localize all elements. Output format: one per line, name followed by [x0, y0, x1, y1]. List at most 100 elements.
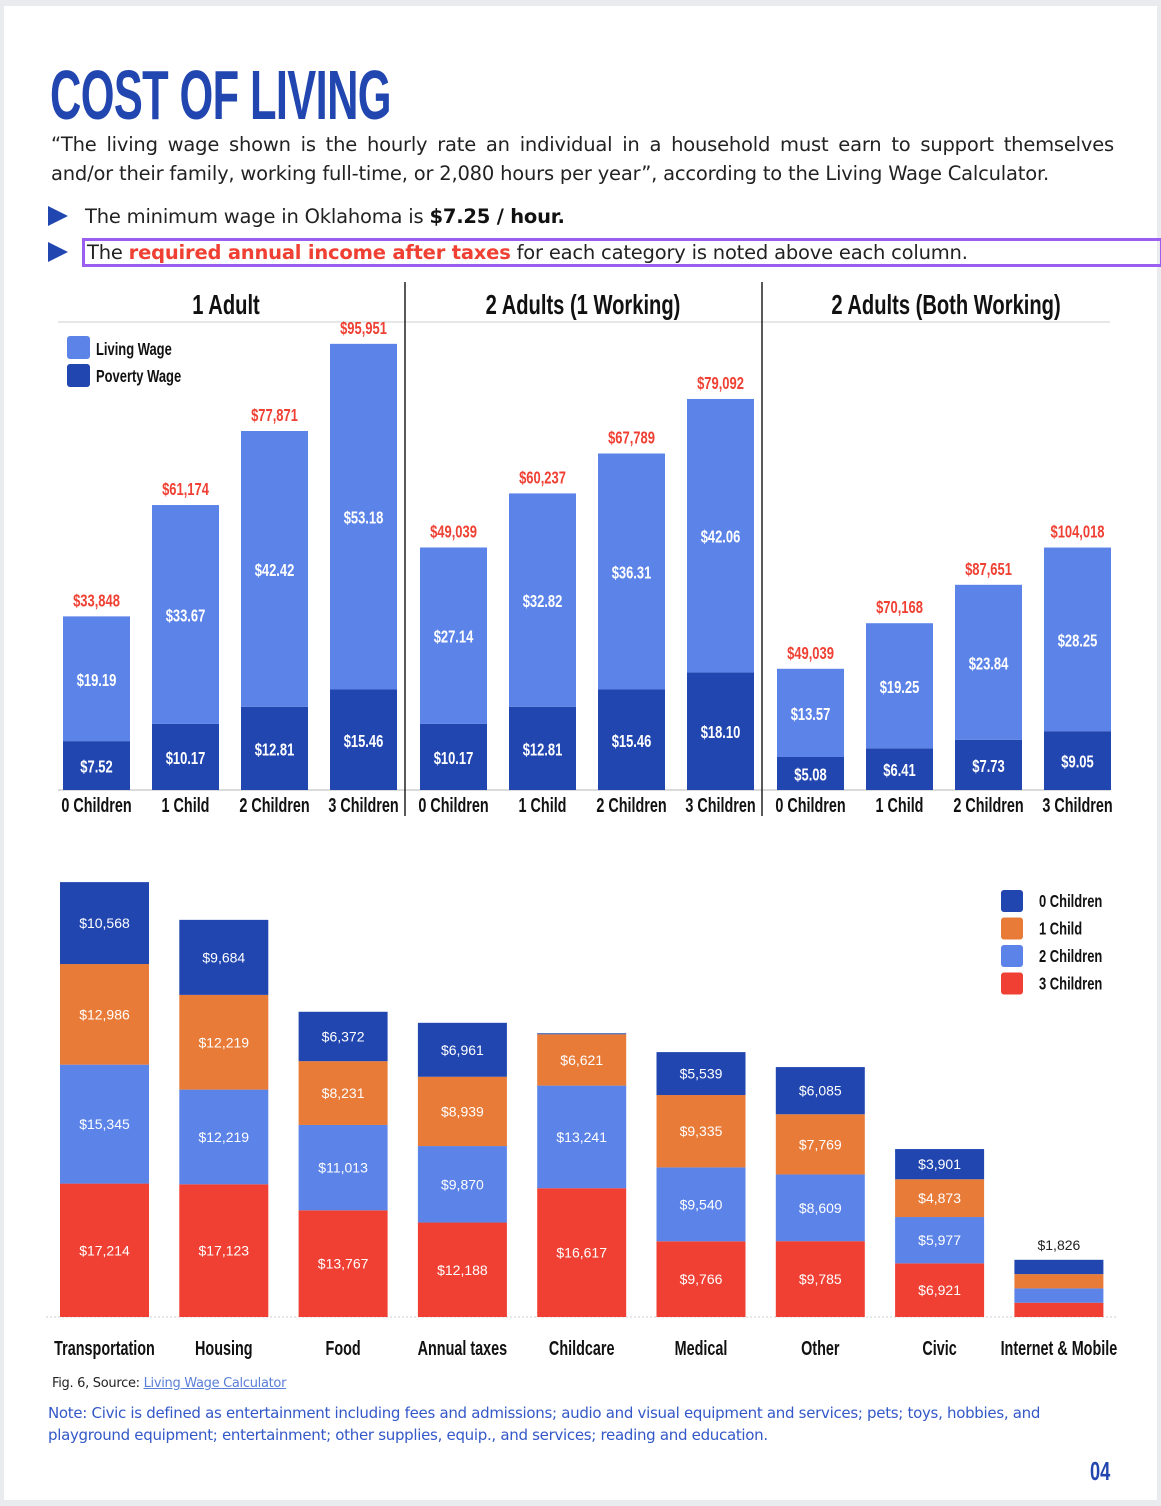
expense-value-label: $9,684 — [202, 949, 245, 965]
expense-bar-segment — [656, 1241, 746, 1317]
expense-value-label: $12,219 — [198, 1129, 249, 1145]
poverty-wage-label: $7.52 — [80, 758, 113, 778]
expense-value-label: $9,766 — [680, 1271, 723, 1287]
poverty-wage-label: $10.17 — [434, 749, 474, 769]
living-wage-label: $36.31 — [612, 564, 652, 584]
living-wage-bar — [152, 505, 219, 724]
expense-bar-segment — [417, 1146, 507, 1223]
x-tick-label: Food — [326, 1337, 361, 1360]
expense-value-label: $9,870 — [441, 1176, 484, 1192]
annual-income-label: $49,039 — [430, 523, 477, 543]
intro-paragraph: “The living wage shown is the hourly rat… — [51, 133, 1114, 185]
expense-bar-segment — [775, 1174, 865, 1242]
expense-value-label: $5,539 — [680, 1066, 723, 1082]
expense-value-label: $6,085 — [799, 1083, 842, 1099]
expense-bar-segment — [417, 1022, 507, 1077]
living-wage-label: $28.25 — [1058, 631, 1098, 651]
expense-value-label: $12,986 — [79, 1006, 130, 1022]
x-tick-label: Annual taxes — [418, 1337, 508, 1360]
x-tick-label: 3 Children — [685, 794, 755, 817]
poverty-wage-bar — [420, 723, 487, 790]
expense-bar-segment — [895, 1179, 985, 1218]
poverty-wage-bar — [687, 672, 754, 790]
poverty-wage-label: $12.81 — [523, 740, 563, 760]
source-label: Fig. 6, Source: — [52, 1376, 144, 1391]
expense-bar-segment — [1014, 1302, 1104, 1317]
expense-value-label: $9,540 — [680, 1196, 723, 1212]
x-tick-label: 1 Child — [519, 794, 567, 817]
poverty-wage-bar — [866, 748, 933, 790]
legend-swatch — [1001, 945, 1023, 967]
expense-value-label: $11,013 — [318, 1160, 368, 1176]
living-wage-bar — [955, 584, 1022, 740]
figure-source: Fig. 6, Source: Living Wage Calculator — [52, 1376, 286, 1391]
poverty-wage-label: $12.81 — [255, 740, 295, 760]
living-wage-label: $19.25 — [880, 678, 920, 698]
annual-income-label: $70,168 — [876, 598, 923, 618]
group-title: 2 Adults (1 Working) — [486, 290, 681, 321]
legend-label-living-wage: Living Wage — [96, 340, 172, 360]
expense-bar-segment — [417, 1076, 507, 1147]
group-title: 1 Adult — [192, 290, 260, 321]
living-wage-bar — [330, 343, 397, 690]
expense-bar-segment — [179, 1089, 269, 1185]
living-wage-label: $32.82 — [523, 592, 563, 612]
annual-income-label: $104,018 — [1050, 523, 1104, 543]
x-tick-label: 2 Children — [953, 794, 1023, 817]
annual-income-label: $60,237 — [519, 468, 566, 488]
expense-bar-segment — [775, 1114, 865, 1175]
x-tick-label: 3 Children — [1042, 794, 1112, 817]
expense-value-label: $13,767 — [318, 1256, 369, 1272]
expense-value-label: $17,214 — [79, 1242, 130, 1258]
poverty-wage-label: $10.17 — [166, 749, 206, 769]
poverty-wage-label: $15.46 — [344, 732, 384, 752]
expense-value-label: $8,609 — [799, 1200, 842, 1216]
expense-value-label: $16,617 — [556, 1245, 607, 1261]
annual-income-emphasis: required annual income after taxes — [128, 240, 511, 264]
expense-value-label: $7,769 — [799, 1136, 842, 1152]
x-tick-label: Internet & Mobile — [1001, 1337, 1118, 1360]
source-link[interactable]: Living Wage Calculator — [143, 1376, 287, 1391]
poverty-wage-bar — [777, 756, 844, 790]
legend-label: 3 Children — [1039, 975, 1102, 995]
living-wage-label: $53.18 — [344, 509, 384, 529]
expense-bar-segment — [656, 1052, 746, 1096]
legend-swatch-living-wage — [67, 336, 90, 359]
poverty-wage-bar — [152, 723, 219, 790]
bullet-text: The minimum wage in Oklahoma is — [85, 204, 424, 228]
living-wage-bar — [866, 623, 933, 749]
living-wage-label: $27.14 — [434, 628, 474, 648]
expense-bar-segment — [1014, 1288, 1104, 1303]
x-tick-label: 3 Children — [328, 794, 398, 817]
x-tick-label: Civic — [922, 1337, 957, 1360]
annual-income-label: $49,039 — [787, 644, 834, 664]
group-title: 2 Adults (Both Working) — [831, 290, 1060, 321]
expense-bar-segment — [179, 994, 269, 1090]
x-tick-label: Childcare — [549, 1337, 615, 1360]
expense-value-label: $4,873 — [918, 1190, 961, 1206]
annual-income-label: $61,174 — [162, 480, 209, 500]
expense-value-label: $6,372 — [322, 1028, 365, 1044]
living-wage-bar — [598, 453, 665, 690]
x-tick-label: 1 Child — [162, 794, 210, 817]
page: COST OF LIVING “The living wage shown is… — [4, 6, 1161, 1500]
expense-bar-segment — [537, 1034, 627, 1086]
expense-value-label: $5,977 — [918, 1232, 961, 1248]
living-wage-bar — [241, 431, 308, 707]
legend-label: 2 Children — [1039, 947, 1102, 967]
expense-value-label: $6,961 — [441, 1042, 484, 1058]
x-tick-label: Other — [801, 1337, 840, 1360]
poverty-wage-bar — [241, 706, 308, 790]
legend-swatch — [1001, 972, 1023, 995]
x-tick-label: Transportation — [54, 1337, 155, 1360]
poverty-wage-bar — [63, 741, 130, 790]
triangle-bullet-icon — [48, 206, 68, 226]
legend-label-poverty-wage: Poverty Wage — [96, 367, 181, 387]
expense-bar-segment — [60, 964, 149, 1065]
bullet-text: The — [87, 240, 129, 264]
expense-bar-segment — [775, 1067, 865, 1115]
x-tick-label: 0 Children — [775, 794, 845, 817]
living-wage-bar — [777, 668, 844, 757]
minimum-wage-value: $7.25 / hour. — [429, 204, 565, 228]
living-wage-bar — [1044, 547, 1111, 732]
